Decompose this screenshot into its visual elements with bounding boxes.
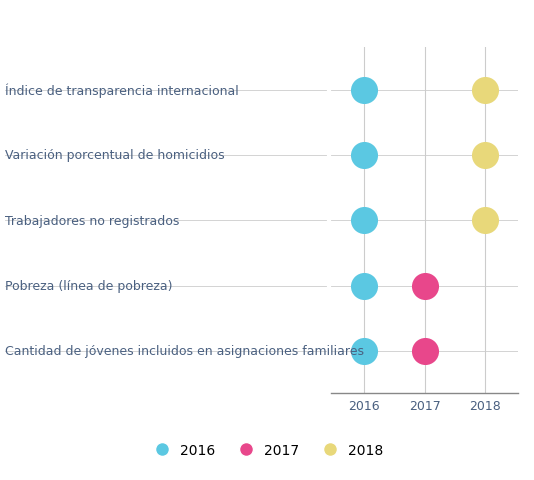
Point [360,152,368,159]
Text: Cantidad de jóvenes incluidos en asignaciones familiares: Cantidad de jóvenes incluidos en asignac… [5,345,364,358]
Point [481,217,489,225]
Point [420,348,429,355]
Point [360,217,368,225]
Point [481,86,489,94]
Point [481,152,489,159]
Point [360,282,368,290]
Text: Trabajadores no registrados: Trabajadores no registrados [5,214,180,228]
Legend: 2016, 2017, 2018: 2016, 2017, 2018 [143,438,389,463]
Point [360,86,368,94]
Point [360,348,368,355]
Text: Índice de transparencia internacional: Índice de transparencia internacional [5,83,239,97]
Text: Pobreza (línea de pobreza): Pobreza (línea de pobreza) [5,279,173,292]
Text: Variación porcentual de homicidios: Variación porcentual de homicidios [5,149,225,162]
Point [420,282,429,290]
